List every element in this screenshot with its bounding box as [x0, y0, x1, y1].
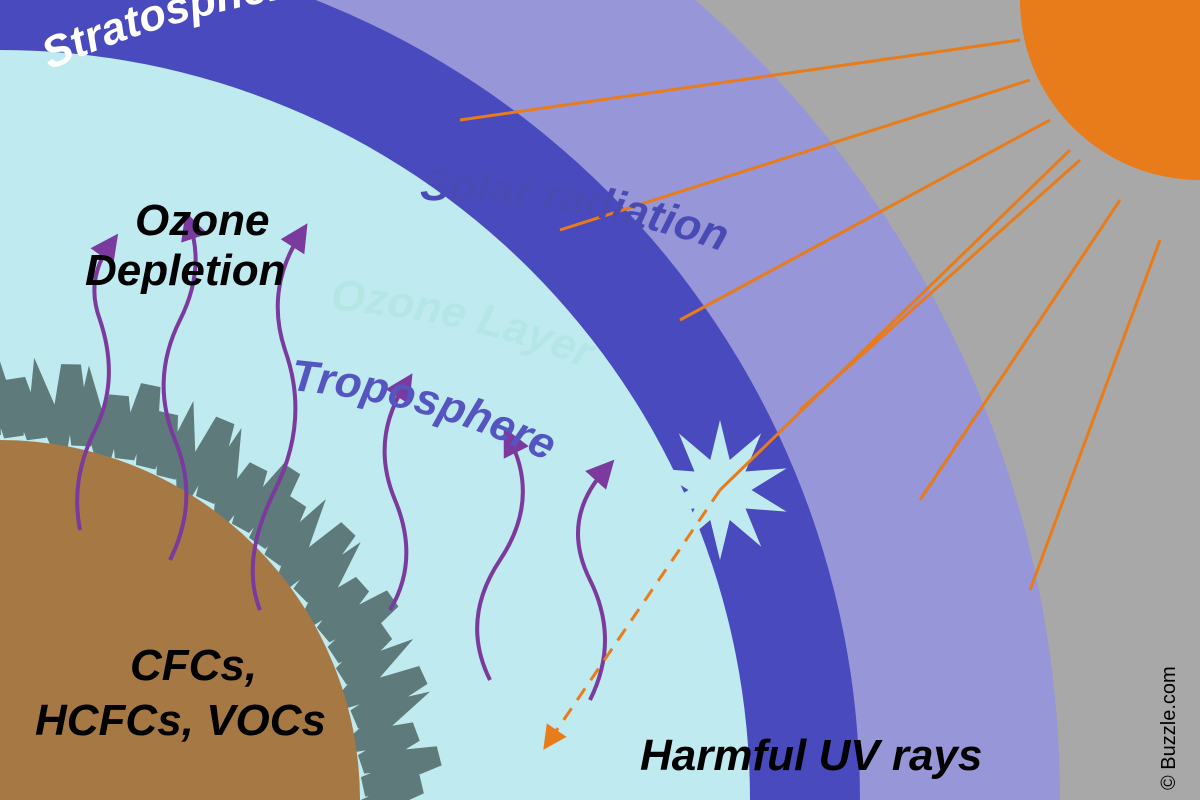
uv-rays-label: Harmful UV rays — [640, 731, 982, 780]
ozone-depletion-label-1: Ozone — [135, 196, 269, 245]
copyright-label: © Buzzle.com — [1158, 666, 1180, 790]
cfcs-label-1: CFCs, — [130, 641, 257, 690]
cfcs-label-2: HCFCs, VOCs — [35, 696, 326, 745]
ozone-depletion-label-2: Depletion — [85, 246, 285, 295]
ozone-diagram: Stratosphere Solar radiation Ozone Layer… — [0, 0, 1200, 800]
